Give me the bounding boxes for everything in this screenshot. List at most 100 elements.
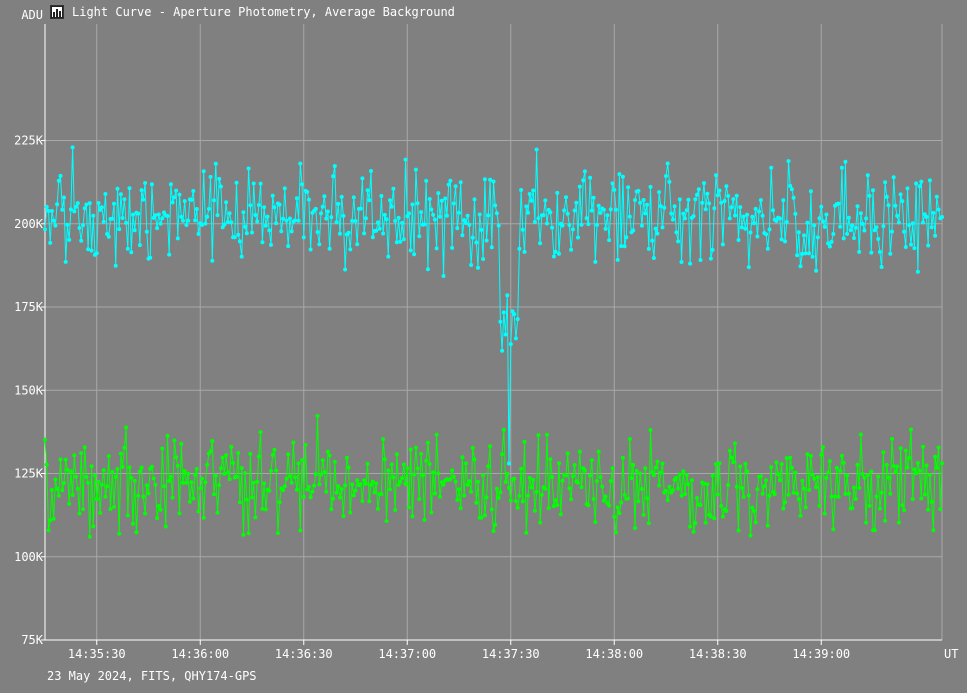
data-point bbox=[353, 488, 358, 493]
data-point bbox=[532, 219, 537, 224]
data-point bbox=[736, 528, 741, 533]
data-point bbox=[136, 211, 141, 216]
data-point bbox=[855, 462, 860, 467]
data-point bbox=[379, 194, 384, 198]
data-point bbox=[112, 504, 116, 509]
data-point bbox=[465, 482, 470, 487]
data-point bbox=[365, 188, 370, 193]
data-point bbox=[560, 478, 565, 483]
data-point bbox=[210, 258, 215, 263]
data-point bbox=[46, 208, 51, 213]
data-point bbox=[210, 439, 215, 443]
data-point bbox=[291, 440, 296, 445]
data-point bbox=[467, 479, 472, 484]
data-point bbox=[841, 460, 846, 465]
data-point bbox=[425, 440, 430, 445]
data-point bbox=[753, 520, 758, 525]
data-point bbox=[167, 478, 172, 483]
data-point bbox=[612, 187, 617, 192]
data-point bbox=[819, 204, 824, 209]
data-point bbox=[660, 461, 665, 466]
data-point bbox=[151, 476, 156, 481]
data-point bbox=[562, 208, 567, 213]
data-point bbox=[177, 192, 182, 197]
data-point bbox=[927, 473, 932, 477]
data-point bbox=[852, 236, 856, 241]
data-point bbox=[125, 246, 130, 251]
data-point bbox=[595, 222, 599, 227]
data-point bbox=[281, 488, 286, 492]
data-point bbox=[205, 214, 210, 219]
data-point bbox=[657, 190, 662, 195]
data-point bbox=[144, 483, 149, 488]
data-point bbox=[320, 204, 325, 209]
data-point bbox=[72, 209, 77, 214]
y-tick-label: 225K bbox=[14, 134, 44, 148]
data-point bbox=[877, 249, 882, 254]
data-point bbox=[752, 221, 756, 226]
data-point bbox=[86, 247, 91, 252]
data-point bbox=[902, 229, 907, 234]
data-point bbox=[534, 490, 539, 494]
data-point bbox=[838, 468, 843, 473]
data-point bbox=[626, 185, 631, 190]
data-point bbox=[49, 209, 54, 213]
data-point bbox=[826, 470, 831, 475]
data-point bbox=[700, 200, 705, 205]
data-point bbox=[341, 213, 346, 218]
data-point bbox=[493, 522, 498, 527]
data-point bbox=[146, 491, 151, 496]
data-point bbox=[424, 178, 429, 183]
data-point bbox=[619, 244, 624, 249]
data-point bbox=[477, 212, 482, 217]
data-point bbox=[410, 514, 415, 519]
data-point bbox=[236, 232, 241, 237]
data-point bbox=[622, 492, 627, 497]
data-point bbox=[308, 247, 313, 252]
data-point bbox=[896, 520, 901, 525]
data-point bbox=[346, 230, 351, 235]
data-point bbox=[555, 190, 560, 195]
data-point bbox=[660, 225, 665, 230]
data-point bbox=[332, 459, 337, 464]
data-point bbox=[179, 441, 184, 446]
data-point bbox=[788, 183, 793, 188]
data-point bbox=[843, 159, 848, 164]
data-point bbox=[344, 455, 349, 460]
data-point bbox=[386, 468, 391, 473]
data-point bbox=[439, 198, 444, 203]
data-point bbox=[234, 180, 239, 185]
data-point bbox=[358, 482, 363, 486]
data-point bbox=[287, 474, 292, 479]
series-0 bbox=[43, 145, 944, 466]
data-point bbox=[814, 485, 819, 490]
data-point bbox=[446, 182, 451, 187]
data-point bbox=[614, 530, 618, 535]
data-point bbox=[641, 512, 646, 517]
data-point bbox=[343, 483, 348, 488]
data-point bbox=[924, 463, 929, 468]
data-point bbox=[767, 493, 772, 498]
data-point bbox=[774, 219, 779, 223]
data-point bbox=[869, 250, 874, 255]
data-point bbox=[124, 220, 129, 225]
data-point bbox=[867, 193, 872, 198]
data-point bbox=[212, 492, 216, 497]
data-point bbox=[676, 239, 681, 244]
data-point bbox=[388, 487, 392, 492]
data-point bbox=[739, 225, 744, 230]
data-point bbox=[638, 200, 643, 205]
data-point bbox=[222, 222, 227, 227]
data-point bbox=[593, 520, 598, 524]
data-point bbox=[408, 447, 413, 452]
data-point bbox=[388, 198, 392, 203]
data-point bbox=[529, 485, 534, 490]
data-point bbox=[793, 211, 798, 216]
data-point bbox=[448, 178, 453, 183]
data-point bbox=[934, 194, 939, 199]
x-axis-unit: UT bbox=[944, 647, 958, 661]
data-point bbox=[633, 526, 637, 530]
data-point bbox=[833, 494, 837, 499]
data-point bbox=[82, 206, 87, 211]
data-point bbox=[256, 203, 261, 207]
